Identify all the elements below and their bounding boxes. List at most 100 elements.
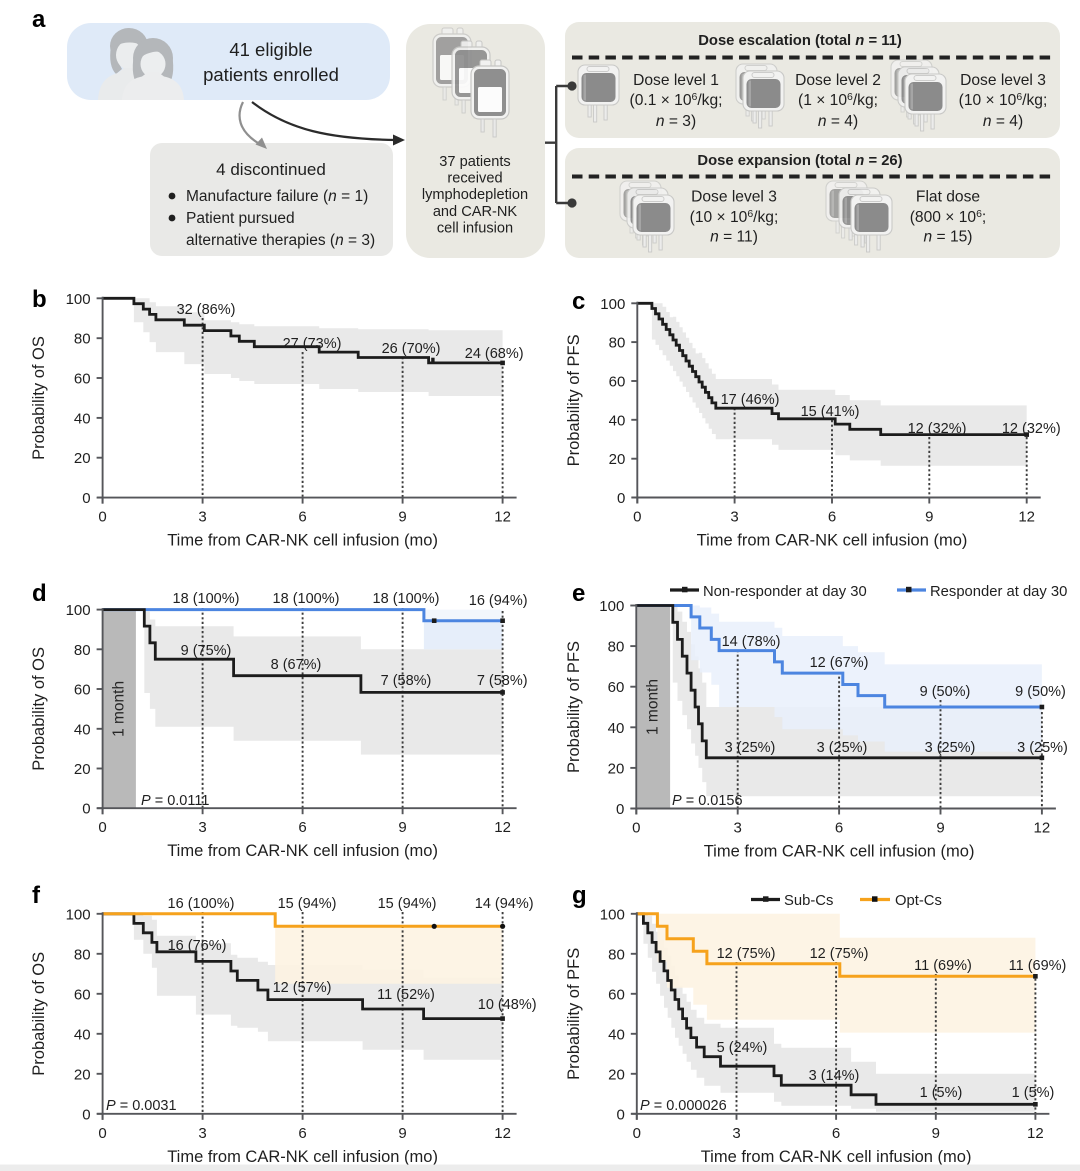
svg-text:9: 9	[925, 509, 933, 526]
svg-text:3: 3	[198, 1125, 206, 1142]
svg-text:80: 80	[74, 331, 91, 348]
svg-text:41 eligible: 41 eligible	[229, 39, 312, 60]
svg-text:9 (50%): 9 (50%)	[1015, 684, 1066, 700]
svg-text:P = 0.0156: P = 0.0156	[672, 793, 743, 809]
svg-text:9 (50%): 9 (50%)	[920, 684, 971, 700]
svg-text:60: 60	[74, 371, 91, 388]
svg-text:Time from CAR-NK cell infusion: Time from CAR-NK cell infusion (mo)	[704, 843, 975, 861]
svg-text:6: 6	[298, 1125, 306, 1142]
svg-text:Dose level 1: Dose level 1	[633, 72, 719, 89]
svg-text:3: 3	[730, 509, 738, 526]
svg-text:Opt-Cs: Opt-Cs	[895, 893, 942, 909]
svg-text:20: 20	[608, 1066, 625, 1083]
svg-text:Patient pursued: Patient pursued	[186, 210, 295, 227]
svg-text:0: 0	[82, 1106, 90, 1123]
svg-text:0: 0	[82, 490, 90, 507]
svg-text:12: 12	[1034, 820, 1051, 837]
svg-text:27 (73%): 27 (73%)	[283, 336, 342, 352]
svg-text:18 (100%): 18 (100%)	[273, 591, 340, 607]
svg-text:9: 9	[932, 1125, 940, 1142]
svg-text:100: 100	[66, 906, 91, 923]
svg-text:Responder at day 30: Responder at day 30	[930, 584, 1067, 600]
svg-text:12: 12	[494, 1125, 511, 1142]
svg-text:n = 3): n = 3)	[656, 113, 696, 130]
svg-text:alternative therapies (n = 3): alternative therapies (n = 3)	[186, 232, 375, 249]
svg-text:8 (67%): 8 (67%)	[271, 657, 322, 673]
svg-text:4 discontinued: 4 discontinued	[216, 160, 326, 179]
svg-text:6: 6	[298, 819, 306, 836]
svg-text:(800 × 106;: (800 × 106;	[910, 208, 987, 226]
svg-text:6: 6	[828, 509, 836, 526]
svg-text:17 (46%): 17 (46%)	[721, 392, 780, 408]
svg-text:Probability of OS: Probability of OS	[30, 647, 48, 771]
svg-text:n = 15): n = 15)	[924, 229, 973, 246]
svg-text:20: 20	[74, 1066, 91, 1083]
svg-text:c: c	[572, 288, 585, 315]
svg-text:0: 0	[98, 509, 106, 526]
svg-text:11 (69%): 11 (69%)	[914, 958, 972, 974]
svg-text:60: 60	[74, 986, 91, 1003]
svg-text:a: a	[32, 6, 46, 33]
svg-text:0: 0	[98, 1125, 106, 1142]
svg-text:12 (32%): 12 (32%)	[908, 421, 967, 437]
svg-text:14 (94%): 14 (94%)	[475, 896, 534, 912]
svg-text:12: 12	[494, 509, 511, 526]
svg-text:g: g	[572, 882, 587, 909]
svg-text:60: 60	[608, 986, 625, 1003]
svg-text:40: 40	[608, 1026, 625, 1043]
svg-text:7 (58%): 7 (58%)	[381, 673, 432, 689]
svg-text:Probability of OS: Probability of OS	[30, 336, 48, 460]
svg-text:32 (86%): 32 (86%)	[177, 302, 236, 318]
svg-text:18 (100%): 18 (100%)	[173, 591, 240, 607]
svg-text:received: received	[447, 171, 502, 187]
svg-text:40: 40	[609, 412, 626, 429]
svg-text:Dose expansion (total n = 26): Dose expansion (total n = 26)	[697, 153, 902, 169]
svg-text:11 (69%): 11 (69%)	[1009, 958, 1067, 974]
svg-text:Time from CAR-NK cell infusion: Time from CAR-NK cell infusion (mo)	[167, 1148, 438, 1166]
svg-text:15 (94%): 15 (94%)	[278, 896, 337, 912]
svg-text:3: 3	[198, 509, 206, 526]
svg-text:Time from CAR-NK cell infusion: Time from CAR-NK cell infusion (mo)	[167, 842, 438, 860]
svg-text:40: 40	[608, 720, 625, 737]
svg-text:60: 60	[608, 679, 625, 696]
svg-text:9: 9	[398, 819, 406, 836]
svg-text:80: 80	[74, 642, 91, 659]
svg-text:Probability of OS: Probability of OS	[30, 952, 48, 1076]
svg-text:6: 6	[832, 1125, 840, 1142]
svg-text:20: 20	[608, 760, 625, 777]
svg-text:P = 0.000026: P = 0.000026	[640, 1098, 727, 1114]
svg-text:e: e	[572, 580, 585, 607]
svg-text:9: 9	[398, 1125, 406, 1142]
svg-text:Dose level 3: Dose level 3	[691, 189, 777, 206]
svg-text:Dose escalation (total n = 11): Dose escalation (total n = 11)	[698, 33, 902, 49]
svg-text:n = 11): n = 11)	[710, 229, 758, 246]
svg-text:7 (58%): 7 (58%)	[477, 673, 528, 689]
svg-text:12: 12	[494, 819, 511, 836]
svg-text:40: 40	[74, 1026, 91, 1043]
svg-text:Non-responder at day 30: Non-responder at day 30	[703, 584, 867, 600]
svg-text:24 (68%): 24 (68%)	[465, 346, 524, 362]
svg-text:0: 0	[633, 509, 641, 526]
svg-text:60: 60	[74, 682, 91, 699]
svg-text:15 (94%): 15 (94%)	[378, 896, 437, 912]
svg-text:1 (5%): 1 (5%)	[1012, 1085, 1055, 1101]
svg-text:0: 0	[632, 820, 640, 837]
svg-text:Probability of PFS: Probability of PFS	[565, 948, 583, 1080]
svg-text:0: 0	[616, 1106, 624, 1123]
svg-text:12 (32%): 12 (32%)	[1002, 421, 1061, 437]
svg-text:1 (5%): 1 (5%)	[920, 1085, 963, 1101]
svg-text:16 (100%): 16 (100%)	[168, 896, 235, 912]
svg-text:3 (25%): 3 (25%)	[925, 740, 976, 756]
svg-text:P = 0.0031: P = 0.0031	[106, 1098, 177, 1114]
svg-text:f: f	[32, 882, 41, 909]
svg-text:Dose level 3: Dose level 3	[960, 72, 1046, 89]
svg-text:60: 60	[609, 374, 626, 391]
svg-text:18 (100%): 18 (100%)	[373, 591, 440, 607]
svg-text:37 patients: 37 patients	[439, 154, 510, 170]
svg-text:9: 9	[936, 820, 944, 837]
svg-text:Manufacture failure (n = 1): Manufacture failure (n = 1)	[186, 188, 368, 205]
svg-text:0: 0	[82, 801, 90, 818]
svg-text:12: 12	[1018, 509, 1035, 526]
svg-text:d: d	[32, 580, 47, 607]
svg-text:3 (14%): 3 (14%)	[809, 1068, 860, 1084]
